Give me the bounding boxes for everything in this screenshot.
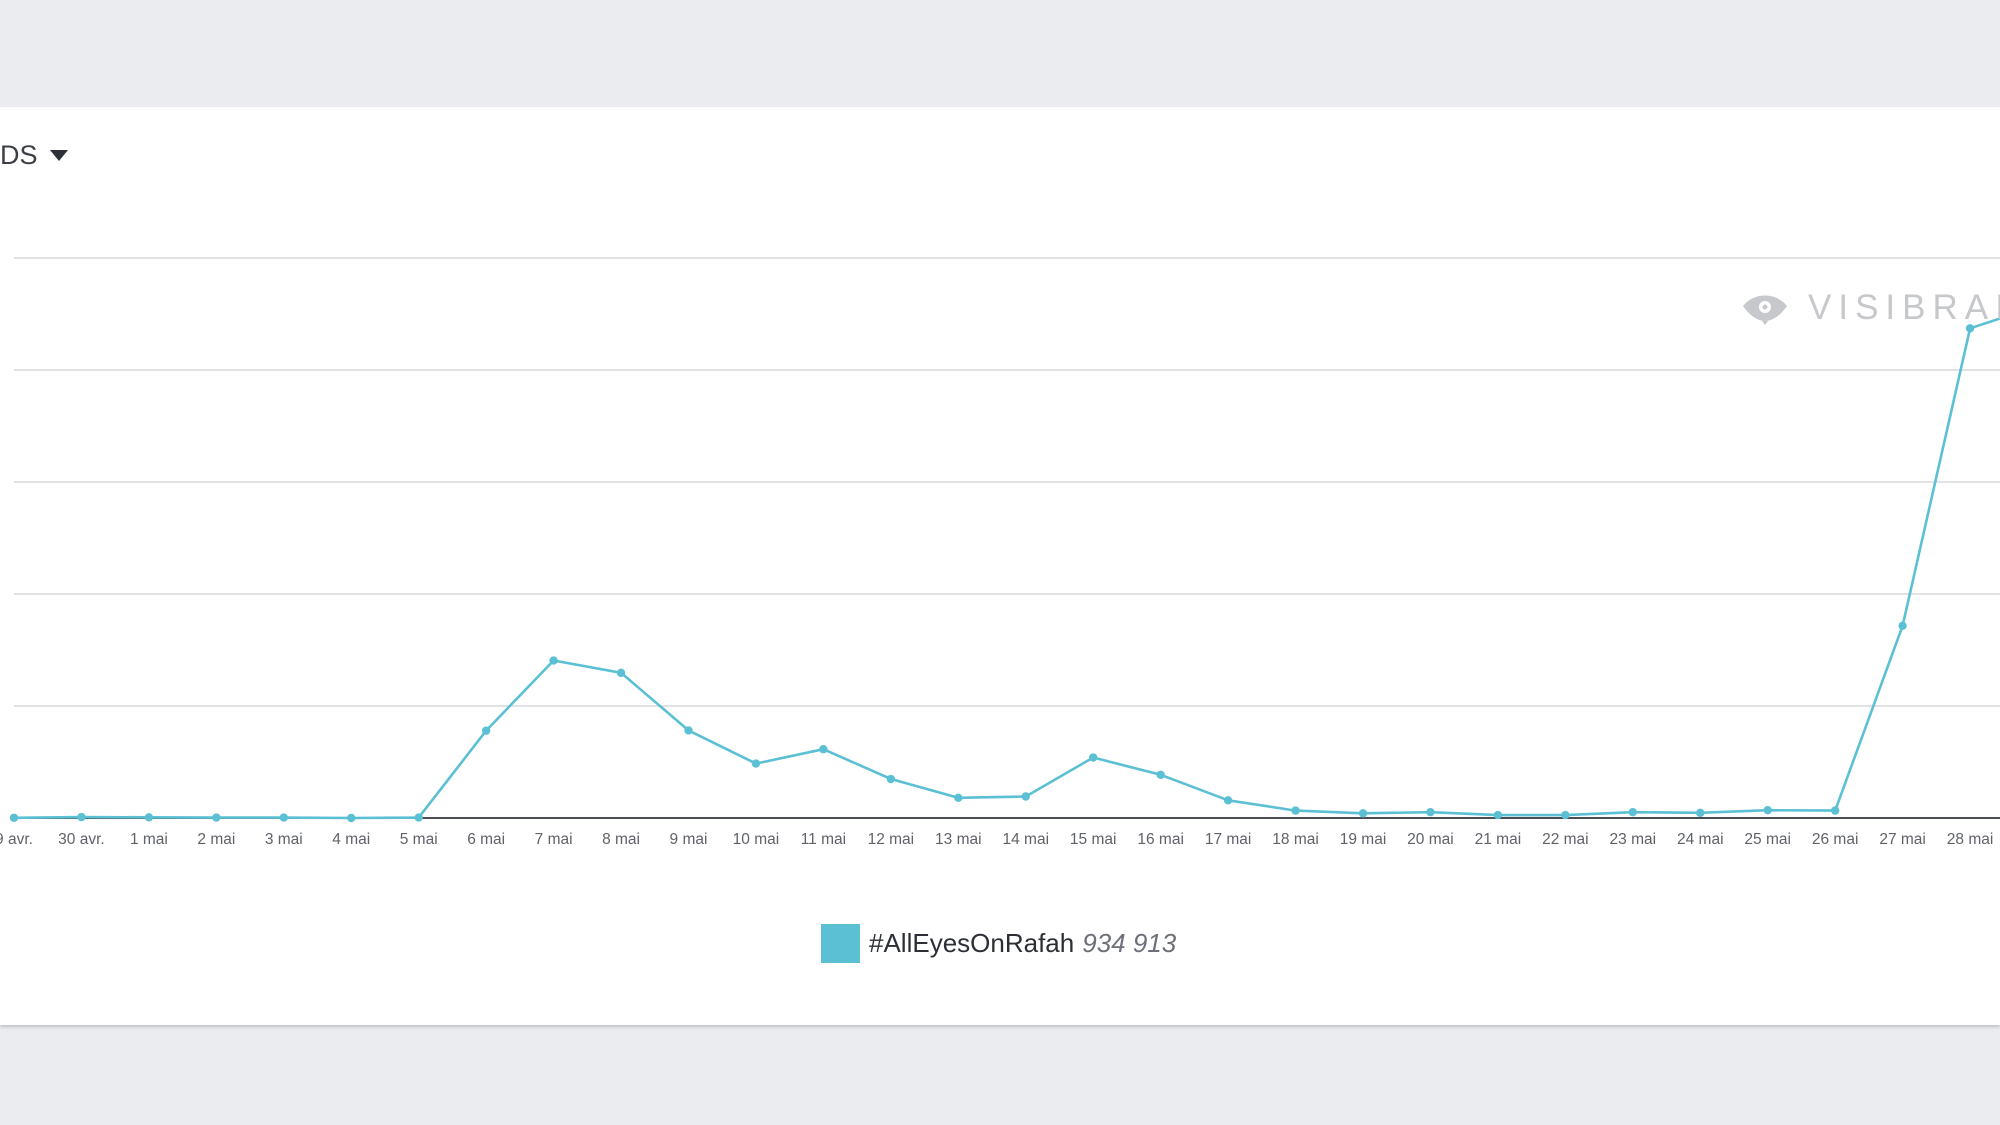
metric-dropdown[interactable]: DS <box>0 140 68 171</box>
data-point[interactable] <box>954 793 963 803</box>
x-tick-label: 21 mai <box>1475 831 1522 848</box>
x-tick-label: 3 mai <box>265 831 303 848</box>
x-tick-label: 15 mai <box>1070 831 1117 848</box>
watermark-text: VISIBRAIN <box>1808 288 2000 327</box>
x-tick-label: 12 mai <box>868 831 915 848</box>
x-axis: 9 avr. 30 avr. 1 mai 2 mai 3 mai 4 mai 5 mai 6 … <box>0 831 1993 848</box>
x-tick-label: 19 mai <box>1340 831 1387 848</box>
x-tick-label: 23 mai <box>1610 831 1657 848</box>
data-point[interactable] <box>1898 621 1907 631</box>
chart-grid <box>14 257 2000 819</box>
data-point[interactable] <box>549 656 558 665</box>
x-tick-label: 2 mai <box>197 831 235 848</box>
metric-dropdown-label: DS <box>0 140 38 170</box>
data-point[interactable] <box>9 813 19 822</box>
series-line-alleyesonrafah <box>13 317 2000 820</box>
x-tick-label: 26 mai <box>1812 831 1859 848</box>
legend-item-alleyesonrafah[interactable]: #AllEyesOnRafah 934 913 <box>821 924 1176 963</box>
data-point[interactable] <box>212 813 221 822</box>
x-tick-label: 5 mai <box>400 831 438 848</box>
x-tick-label: 8 mai <box>602 831 640 848</box>
x-tick-label: 4 mai <box>332 831 370 848</box>
data-point[interactable] <box>684 726 693 735</box>
legend-swatch <box>821 924 860 963</box>
x-tick-label: 20 mai <box>1407 831 1454 848</box>
x-tick-label: 9 avr. <box>0 831 33 848</box>
x-tick-label: 27 mai <box>1879 831 1926 848</box>
data-point[interactable] <box>414 813 423 822</box>
data-point[interactable] <box>751 759 761 768</box>
data-points <box>9 324 1975 823</box>
x-tick-label: 18 mai <box>1272 831 1319 848</box>
x-tick-label: 22 mai <box>1542 831 1589 848</box>
x-tick-label: 28 mai <box>1947 831 1994 848</box>
data-point[interactable] <box>1021 792 1030 801</box>
x-tick-label: 17 mai <box>1205 831 1252 848</box>
data-point[interactable] <box>481 726 491 735</box>
x-tick-label: 30 avr. <box>58 831 105 848</box>
chart-card <box>0 107 2000 1025</box>
data-point[interactable] <box>1561 810 1570 820</box>
legend-series-name: #AllEyesOnRafah <box>869 928 1075 958</box>
data-point[interactable] <box>1763 805 1772 815</box>
eye-icon <box>1743 295 1787 325</box>
x-tick-label: 11 mai <box>801 831 846 848</box>
x-tick-label: 13 mai <box>935 831 982 848</box>
data-point[interactable] <box>144 813 154 822</box>
data-point[interactable] <box>1358 809 1368 818</box>
data-point[interactable] <box>616 668 626 678</box>
x-tick-label: 25 mai <box>1744 831 1791 848</box>
x-tick-label: 1 mai <box>130 831 168 848</box>
x-tick-label: 6 mai <box>467 831 505 848</box>
data-point[interactable] <box>1965 324 1975 333</box>
data-point[interactable] <box>819 745 828 754</box>
data-point[interactable] <box>1291 806 1300 815</box>
data-point[interactable] <box>1156 770 1165 779</box>
data-point[interactable] <box>1628 807 1638 817</box>
data-point[interactable] <box>886 774 896 784</box>
x-tick-label: 10 mai <box>733 831 780 848</box>
data-point[interactable] <box>347 813 356 823</box>
legend-series-total: 934 913 <box>1082 928 1177 958</box>
visibrain-watermark: VISIBRAIN <box>1742 288 2000 328</box>
data-point[interactable] <box>1493 810 1503 820</box>
x-tick-label: 7 mai <box>535 831 573 848</box>
data-point[interactable] <box>1089 753 1098 762</box>
data-point[interactable] <box>279 813 288 822</box>
data-point[interactable] <box>1696 808 1705 818</box>
caret-down-icon <box>49 150 68 161</box>
data-point[interactable] <box>1830 806 1840 815</box>
data-point[interactable] <box>77 812 86 822</box>
x-tick-label: 16 mai <box>1137 831 1184 848</box>
x-tick-label: 14 mai <box>1002 831 1049 848</box>
data-point[interactable] <box>1223 796 1233 805</box>
x-tick-label: 9 mai <box>670 831 708 848</box>
x-tick-label: 24 mai <box>1677 831 1724 848</box>
data-point[interactable] <box>1426 807 1435 817</box>
